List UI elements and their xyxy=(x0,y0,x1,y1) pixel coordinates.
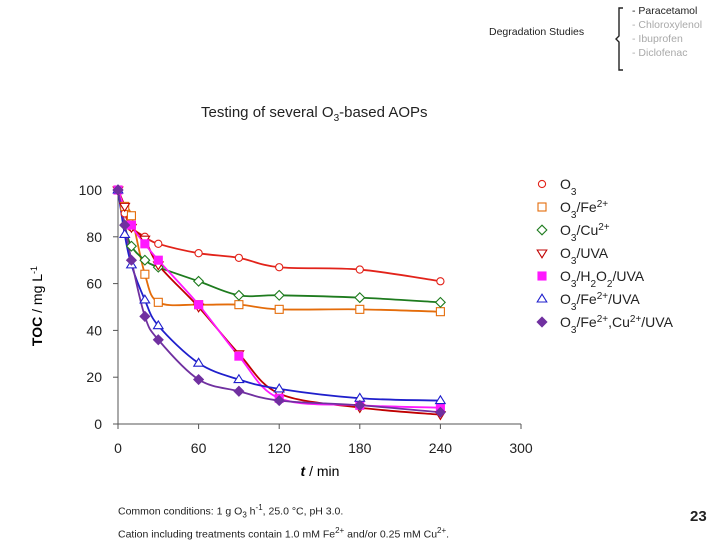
data-point-6-1 xyxy=(119,219,131,231)
y-tick-label: 100 xyxy=(79,182,103,198)
legend-label-5: O3/Fe2+/UVA xyxy=(560,291,640,313)
legend-label-6: O3/Fe2+,Cu2+/UVA xyxy=(560,314,674,336)
legend-label-0: O3 xyxy=(560,176,577,198)
footnote-line-2: Cation including treatments contain 1.0 … xyxy=(118,525,450,541)
data-point-0-9 xyxy=(436,277,445,286)
nav-item-ibuprofen[interactable]: - Ibuprofen xyxy=(632,33,683,45)
title-text-end: -based AOPs xyxy=(339,104,428,121)
data-point-1-7 xyxy=(274,304,284,314)
page-number: 23 xyxy=(690,508,707,525)
data-point-5-7 xyxy=(273,383,285,393)
series-line-5 xyxy=(117,189,441,402)
slide-title: Testing of several O3-based AOPs xyxy=(201,104,428,124)
data-point-2-3 xyxy=(139,254,151,266)
x-tick-label: 240 xyxy=(429,440,453,456)
legend-marker-4 xyxy=(537,271,547,281)
legend-marker-6 xyxy=(536,316,548,328)
x-axis-label: t / min xyxy=(301,463,340,479)
x-tick-label: 180 xyxy=(348,440,372,456)
brace-icon xyxy=(615,7,623,71)
data-point-0-6 xyxy=(234,253,244,263)
data-point-1-6 xyxy=(234,300,244,310)
series-line-3 xyxy=(117,189,441,416)
legend-marker-1 xyxy=(537,202,547,212)
data-point-5-3 xyxy=(139,294,151,304)
y-tick-label: 80 xyxy=(86,229,102,245)
data-point-6-3 xyxy=(139,310,151,322)
footnote: Common conditions: 1 g O3 h-1, 25.0 °C, … xyxy=(118,500,449,542)
legend-label-1: O3/Fe2+ xyxy=(560,199,608,221)
data-point-2-5 xyxy=(193,275,205,287)
data-point-6-9 xyxy=(434,406,446,418)
data-point-1-8 xyxy=(355,304,365,314)
legend-label-3: O3/UVA xyxy=(560,245,609,267)
data-point-2-7 xyxy=(273,289,285,301)
data-point-2-9 xyxy=(434,296,446,308)
data-point-5-6 xyxy=(233,373,245,384)
legend-marker-3 xyxy=(536,249,548,259)
data-point-5-4 xyxy=(152,319,165,330)
legend-label-2: O3/Cu2+ xyxy=(560,222,610,244)
chart-lines xyxy=(117,189,441,416)
data-point-4-2 xyxy=(140,239,150,249)
data-point-5-5 xyxy=(192,357,205,367)
x-tick-label: 0 xyxy=(114,440,122,456)
data-point-4-3 xyxy=(153,255,163,265)
data-point-0-4 xyxy=(154,239,163,248)
data-point-1-3 xyxy=(140,269,150,279)
data-point-0-5 xyxy=(194,249,203,258)
legend-marker-2 xyxy=(536,224,548,236)
legend-marker-0 xyxy=(537,179,547,189)
data-point-6-2 xyxy=(125,254,138,266)
nav-item-chloroxylenol[interactable]: - Chloroxylenol xyxy=(632,19,703,31)
legend-marker-5 xyxy=(536,293,548,303)
nav-item-paracetamol[interactable]: - Paracetamol xyxy=(632,5,698,17)
chart-markers xyxy=(112,184,447,421)
data-point-1-9 xyxy=(435,307,445,317)
data-point-4-4 xyxy=(194,300,204,310)
y-tick-label: 20 xyxy=(86,369,102,385)
y-tick-label: 0 xyxy=(94,416,102,432)
y-axis-label: TOC / mg L-1 xyxy=(29,266,45,346)
title-subscript: 3 xyxy=(333,113,340,124)
data-point-6-4 xyxy=(152,334,164,346)
data-point-4-5 xyxy=(234,351,244,361)
x-tick-label: 120 xyxy=(268,440,292,456)
x-tick-label: 60 xyxy=(191,440,207,456)
data-point-0-8 xyxy=(355,265,364,274)
nav-item-diclofenac[interactable]: - Diclofenac xyxy=(632,47,688,59)
data-point-2-8 xyxy=(354,292,366,304)
nav-brace xyxy=(614,6,624,72)
y-tick-label: 40 xyxy=(86,322,102,338)
title-text: Testing of several O xyxy=(201,104,334,121)
y-tick-label: 60 xyxy=(86,276,102,292)
series-line-6 xyxy=(117,189,441,414)
data-point-1-2 xyxy=(126,211,136,221)
chart-legend: O3O3/Fe2+O3/Cu2+O3/UVAO3/H2O2/UVAO3/Fe2+… xyxy=(536,176,674,336)
data-point-3-1 xyxy=(118,202,131,213)
data-point-6-0 xyxy=(112,184,124,196)
legend-label-4: O3/H2O2/UVA xyxy=(560,268,645,290)
data-point-5-9 xyxy=(434,394,447,405)
chart-axes: 0 60 120 180 240 300 0 20 40 60 80 100 xyxy=(79,182,533,456)
data-point-6-8 xyxy=(354,399,366,411)
data-point-6-5 xyxy=(193,373,205,386)
data-point-1-4 xyxy=(153,297,163,307)
data-point-6-7 xyxy=(273,395,285,407)
data-point-0-7 xyxy=(275,263,284,272)
data-point-6-6 xyxy=(233,385,245,397)
nav-list: - Paracetamol - Chloroxylenol - Ibuprofe… xyxy=(632,4,702,60)
data-point-2-6 xyxy=(233,289,245,301)
data-point-2-2 xyxy=(125,240,138,252)
footnote-line-1: Common conditions: 1 g O3 h-1, 25.0 °C, … xyxy=(118,503,344,520)
x-tick-label: 300 xyxy=(509,440,533,456)
section-label: Degradation Studies xyxy=(489,26,585,38)
data-point-5-1 xyxy=(118,228,131,239)
